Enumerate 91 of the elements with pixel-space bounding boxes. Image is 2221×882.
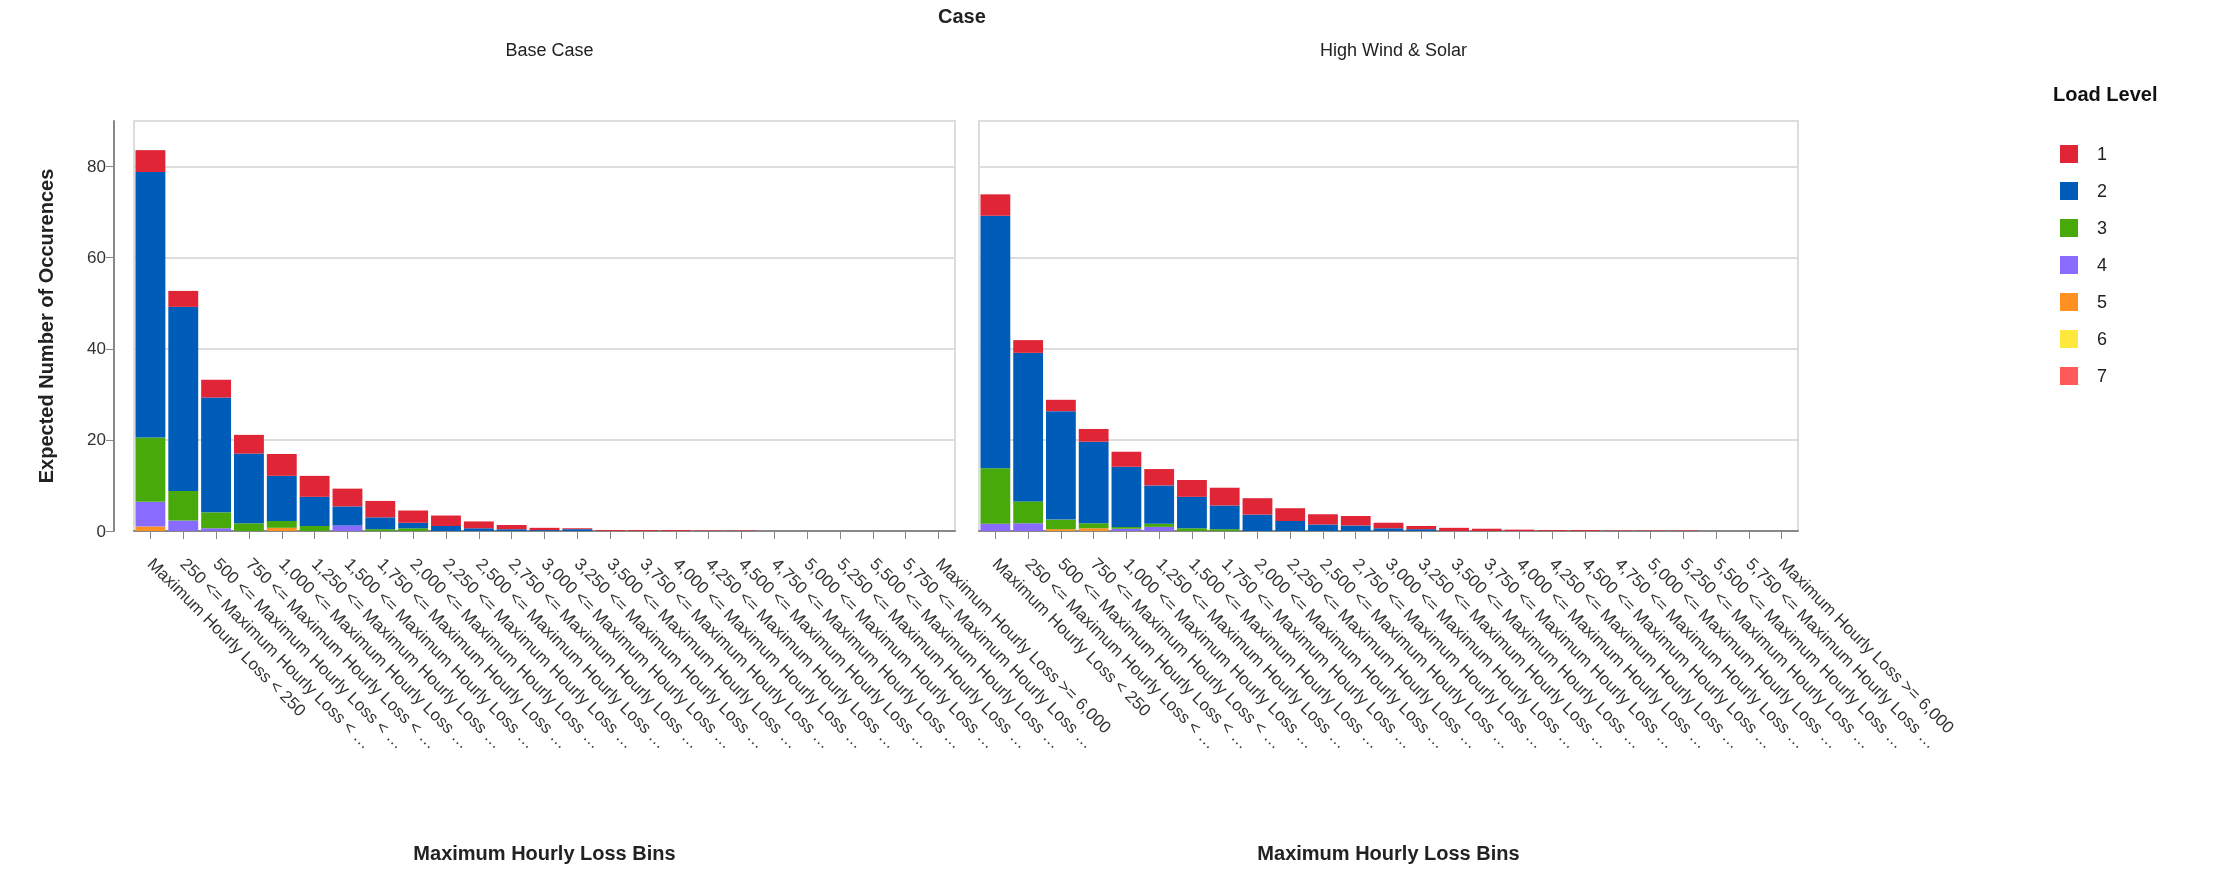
bar [980,468,1011,524]
text: Case [938,5,986,27]
bar [332,488,363,507]
chart-title: Base Case [505,40,594,60]
bar [1242,514,1273,531]
bar [299,496,330,526]
bar [266,454,297,476]
bar [1209,487,1240,506]
legend-label: 2 [2097,181,2108,201]
legend-label: 5 [2097,292,2108,312]
bar [463,521,494,529]
bar [1209,505,1240,530]
bar [266,475,297,521]
bar [168,490,199,521]
bar [1078,528,1109,531]
bar [234,453,264,524]
legend-label: 3 [2097,218,2108,238]
legend-label: 1 [2097,144,2108,164]
bar [1439,527,1469,531]
bar [135,437,166,502]
bar [1242,498,1273,515]
legend-label: 6 [2097,329,2108,349]
bar [201,379,232,398]
bar [1275,520,1306,531]
bar [1144,485,1175,524]
bar [1144,469,1175,486]
bar [1045,399,1076,412]
bar [1275,508,1306,521]
y-axis-title: Expected Number of Occurences [35,168,57,484]
bar [1111,466,1142,527]
bar [1013,523,1044,531]
bar [135,172,166,438]
bar [431,515,461,526]
bar [1308,524,1338,531]
bar [299,525,330,531]
bar [1177,479,1207,497]
bar [365,500,396,518]
bar [1177,496,1207,529]
y-tick-label: 60 [87,248,106,268]
x-axis-title: Maximum Hourly Loss Bins [1257,842,1520,864]
bar [168,520,199,531]
bar [1013,340,1044,353]
y-tick-label: 0 [96,521,106,541]
bar [431,525,461,531]
bar [135,526,166,531]
bar [1340,515,1371,526]
bar [1013,352,1044,502]
bar [1078,441,1109,524]
bar [980,523,1011,531]
y-tick-label: 80 [87,157,106,177]
bar [234,523,264,531]
legend-label: 7 [2097,366,2108,386]
y-tick-label: 40 [87,339,106,359]
x-axis-title: Maximum Hourly Loss Bins [413,842,676,864]
bar [234,434,264,454]
bar [1144,523,1175,527]
bar [266,527,297,531]
bar [398,522,429,529]
bar [463,528,494,531]
bar [1045,519,1076,530]
bar [1111,451,1142,467]
chart-title: High Wind & Solar [1319,40,1468,60]
bar [1078,428,1109,442]
bar [1373,528,1404,531]
bar [398,510,429,523]
bar [1013,501,1044,524]
bar [1308,514,1338,525]
bar [1177,528,1207,531]
bar [201,512,232,529]
bar [1144,526,1175,531]
bar [299,475,330,497]
legend-label: 4 [2097,255,2108,275]
bar [1078,523,1109,529]
bar [201,397,232,513]
bar [201,528,232,531]
legend-title: Load Level [2053,83,2158,105]
bar [135,150,166,173]
bar [980,215,1011,469]
bar [266,520,297,528]
y-tick-label: 20 [87,430,106,450]
bar [168,306,199,491]
bar [398,528,429,531]
bar [980,194,1011,216]
bar [496,525,527,530]
bar [1406,525,1437,530]
bar [1340,525,1371,531]
bar [365,517,396,530]
bar [135,501,166,527]
bar [1045,411,1076,520]
bar [332,506,363,526]
bar [168,290,199,307]
